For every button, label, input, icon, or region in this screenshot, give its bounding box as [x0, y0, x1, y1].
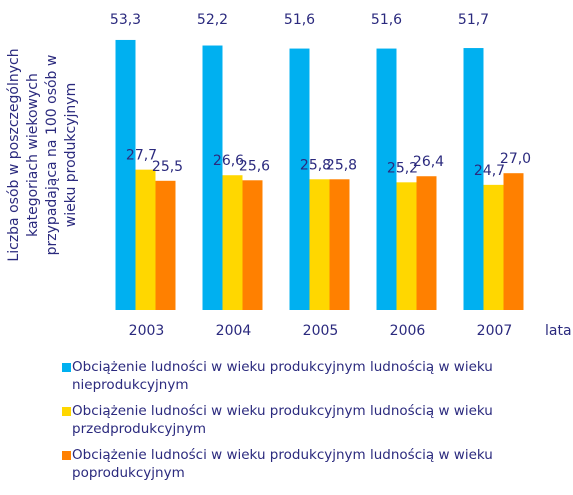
legend-swatch — [62, 363, 71, 372]
value-label: 27,0 — [500, 151, 531, 167]
x-tick-label: 2007 — [477, 323, 513, 339]
legend-entry: Obciążenie ludności w wieku produkcyjnym… — [62, 358, 562, 394]
legend-label: Obciążenie ludności w wieku produkcyjnym… — [72, 447, 493, 481]
y-axis-label-line: Liczba osób w poszczególnych — [6, 48, 22, 261]
value-label: 51,6 — [371, 12, 402, 28]
value-label: 51,6 — [284, 12, 315, 28]
bar — [376, 48, 397, 311]
x-tick-label: 2004 — [216, 323, 252, 339]
x-tick-label: 2003 — [129, 323, 165, 339]
x-tick-label: 2006 — [390, 323, 426, 339]
legend-swatch — [62, 407, 71, 416]
x-axis-label: lata — [545, 323, 572, 339]
value-label: 25,8 — [300, 157, 331, 173]
bar — [329, 179, 350, 310]
bar — [309, 179, 330, 310]
legend-entry: Obciążenie ludności w wieku produkcyjnym… — [62, 402, 562, 438]
value-label: 26,6 — [213, 153, 244, 169]
value-label: 26,4 — [413, 154, 444, 170]
value-label: 25,2 — [387, 160, 418, 176]
value-label: 24,7 — [474, 163, 505, 179]
legend: Obciążenie ludności w wieku produkcyjnym… — [62, 358, 562, 490]
bar — [135, 169, 156, 310]
value-label: 53,3 — [110, 12, 141, 28]
bar — [242, 180, 263, 310]
chart: lata Liczba osób w poszczególnych kategor… — [6, 12, 572, 339]
bar — [503, 173, 524, 310]
bar — [416, 176, 437, 310]
bar — [396, 182, 417, 310]
legend-label: Obciążenie ludności w wieku produkcyjnym… — [72, 359, 493, 393]
value-label: 25,8 — [326, 157, 357, 173]
value-label: 25,5 — [152, 159, 183, 175]
bar — [222, 175, 243, 310]
bar — [289, 48, 310, 311]
y-axis-label: Liczba osób w poszczególnych kategoriach … — [6, 48, 79, 261]
bar — [483, 184, 504, 310]
y-axis-label-line: wieku produkcyjnym — [63, 83, 79, 227]
x-tick-label: 2005 — [303, 323, 339, 339]
legend-label: Obciążenie ludności w wieku produkcyjnym… — [72, 403, 493, 437]
bar — [463, 48, 484, 310]
legend-swatch — [62, 451, 71, 460]
value-label: 52,2 — [197, 12, 228, 28]
y-axis-label-line: kategoriach wiekowych — [25, 73, 41, 237]
value-label: 51,7 — [458, 12, 489, 28]
value-label: 25,6 — [239, 158, 270, 174]
y-axis-label-line: przypadająca na 100 osób w — [44, 55, 60, 256]
value-label: 27,7 — [126, 148, 157, 164]
bar — [155, 180, 176, 310]
bar — [115, 39, 136, 311]
bar — [202, 45, 223, 311]
legend-entry: Obciążenie ludności w wieku produkcyjnym… — [62, 446, 562, 482]
